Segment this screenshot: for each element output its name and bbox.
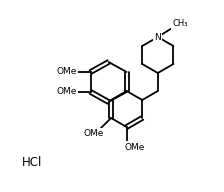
Text: N: N — [154, 32, 161, 41]
Text: OMe: OMe — [124, 142, 145, 151]
Text: OMe: OMe — [56, 68, 77, 76]
Text: OMe: OMe — [84, 129, 104, 138]
Text: HCl: HCl — [22, 156, 42, 170]
Text: OMe: OMe — [56, 88, 77, 97]
Text: CH₃: CH₃ — [172, 20, 187, 28]
